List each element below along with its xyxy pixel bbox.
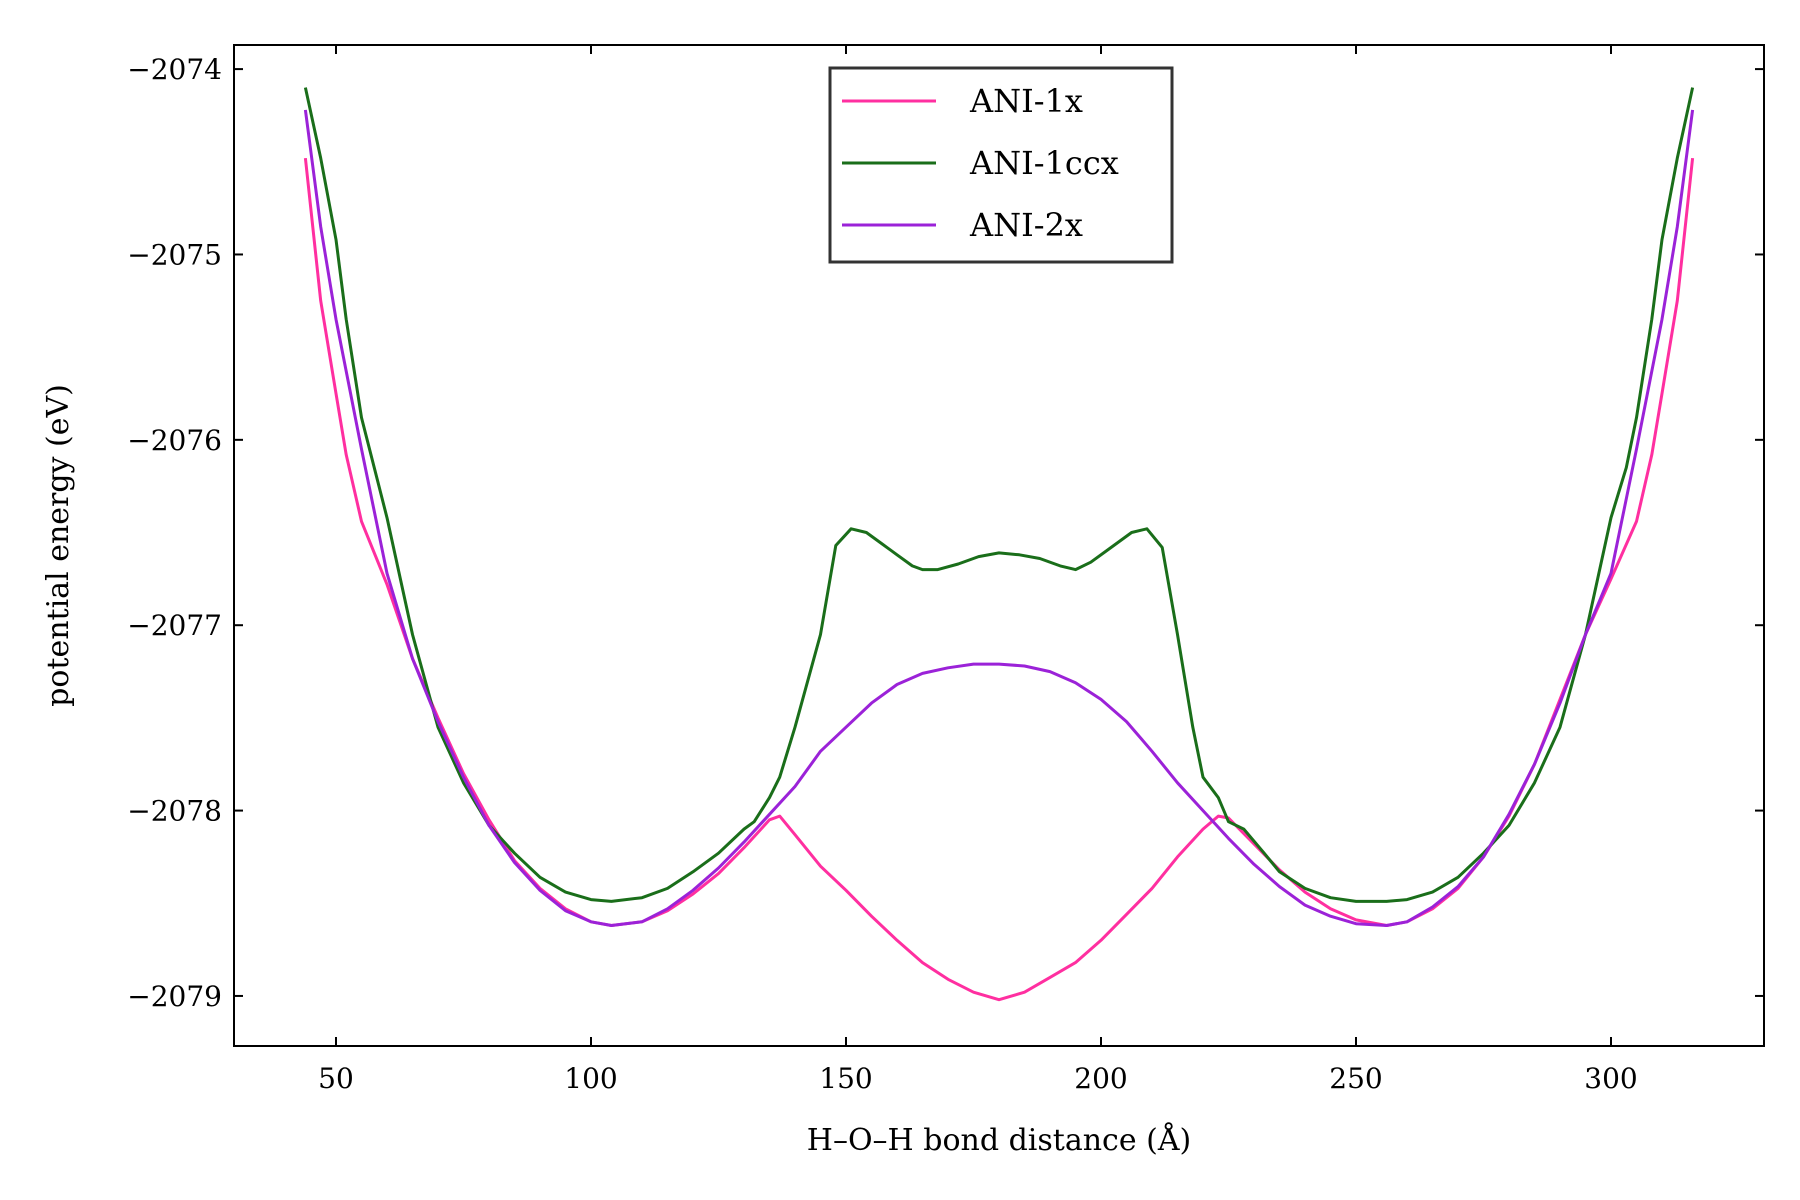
- x-tick-label: 200: [1074, 1062, 1127, 1095]
- y-axis-ticks: −2079 −2078 −2077 −2076 −2075 −2074: [127, 53, 1764, 1013]
- y-tick-label: −2076: [127, 424, 222, 457]
- y-tick-label: −2075: [127, 238, 222, 271]
- x-tick-label: 150: [819, 1062, 872, 1095]
- plot-frame: [233, 44, 1765, 1047]
- y-tick-label: −2079: [127, 980, 222, 1013]
- y-axis-label: potential energy (eV): [41, 384, 76, 707]
- x-tick-label: 300: [1584, 1062, 1637, 1095]
- legend-label: ANI-1x: [969, 82, 1083, 120]
- legend: ANI-1x ANI-1ccx ANI-2x: [828, 66, 1174, 264]
- x-tick-label: 50: [318, 1062, 354, 1095]
- y-tick-label: −2077: [127, 609, 222, 642]
- plot-lines: [303, 87, 1695, 1002]
- series-line-ani-1ccx: [303, 87, 1695, 903]
- y-tick-label: −2078: [127, 795, 222, 828]
- x-axis-ticks: 50 100 150 200 250 300: [318, 45, 1638, 1095]
- x-tick-label: 100: [564, 1062, 617, 1095]
- legend-box: [828, 66, 1174, 264]
- series-line-ani-2x: [303, 109, 1695, 927]
- x-axis-label: H–O–H bond distance (Å): [807, 1122, 1191, 1158]
- x-tick-label: 250: [1329, 1062, 1382, 1095]
- legend-label: ANI-2x: [969, 206, 1083, 244]
- legend-label: ANI-1ccx: [969, 144, 1119, 182]
- y-tick-label: −2074: [127, 53, 222, 86]
